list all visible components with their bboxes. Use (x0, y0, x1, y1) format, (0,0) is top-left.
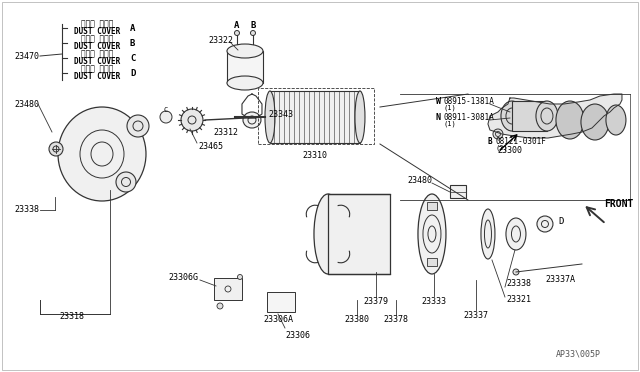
Text: 23379: 23379 (364, 298, 388, 307)
Text: 23322: 23322 (208, 35, 233, 45)
Ellipse shape (227, 44, 263, 58)
Text: 23312: 23312 (213, 128, 238, 137)
Text: ダスト カバー: ダスト カバー (81, 19, 113, 29)
Bar (450, 185, 466, 198)
Text: DUST COVER: DUST COVER (74, 42, 120, 51)
Text: A: A (234, 20, 239, 29)
Text: B: B (130, 39, 136, 48)
Ellipse shape (355, 91, 365, 143)
Text: ダスト カバー: ダスト カバー (81, 49, 113, 58)
Text: 23310: 23310 (303, 151, 328, 160)
Ellipse shape (265, 91, 275, 143)
Ellipse shape (127, 115, 149, 137)
Ellipse shape (227, 76, 263, 90)
Polygon shape (488, 94, 622, 138)
Ellipse shape (481, 209, 495, 259)
Ellipse shape (250, 31, 255, 35)
Text: 23337: 23337 (463, 311, 488, 321)
Text: DUST COVER: DUST COVER (74, 26, 120, 35)
Ellipse shape (537, 216, 553, 232)
Text: 23318: 23318 (60, 312, 84, 321)
Text: 08121-0301F: 08121-0301F (496, 137, 547, 145)
Ellipse shape (606, 105, 626, 135)
Ellipse shape (501, 101, 523, 131)
Text: 23306: 23306 (285, 331, 310, 340)
Bar (270, 91, 360, 143)
Text: 23480: 23480 (14, 99, 39, 109)
Text: W: W (436, 96, 441, 106)
Text: DUST COVER: DUST COVER (74, 71, 120, 80)
Ellipse shape (234, 31, 239, 35)
Text: AP33\005P: AP33\005P (556, 349, 600, 359)
Bar (267, 292, 295, 312)
Text: 23306A: 23306A (263, 315, 293, 324)
Text: 23300: 23300 (497, 145, 522, 154)
Bar (427, 202, 437, 210)
Text: 23306G: 23306G (168, 273, 198, 282)
Ellipse shape (181, 109, 203, 131)
Text: N: N (436, 112, 441, 122)
Text: (2): (2) (496, 145, 509, 151)
Ellipse shape (536, 101, 558, 131)
Text: 23343: 23343 (268, 109, 293, 119)
Bar (328, 194, 390, 274)
Ellipse shape (243, 112, 261, 128)
Bar (227, 51, 263, 83)
Ellipse shape (493, 129, 503, 139)
Text: 23333: 23333 (422, 298, 447, 307)
Text: D: D (558, 218, 563, 227)
Text: B: B (488, 137, 493, 145)
Text: A: A (130, 23, 136, 32)
Text: ダスト カバー: ダスト カバー (81, 64, 113, 74)
Text: B: B (250, 20, 255, 29)
Text: 23338: 23338 (506, 279, 531, 289)
Text: ダスト カバー: ダスト カバー (81, 35, 113, 44)
Text: 23470: 23470 (14, 51, 39, 61)
Ellipse shape (49, 142, 63, 156)
Text: 23338: 23338 (14, 205, 39, 215)
Text: 23378: 23378 (383, 315, 408, 324)
Ellipse shape (581, 104, 609, 140)
Text: D: D (130, 68, 136, 77)
Ellipse shape (506, 218, 526, 250)
Text: 23480: 23480 (407, 176, 432, 185)
Bar (427, 258, 437, 266)
Text: 23321: 23321 (506, 295, 531, 305)
Ellipse shape (237, 275, 243, 279)
Text: 23465: 23465 (198, 141, 223, 151)
Ellipse shape (513, 269, 519, 275)
Text: 23380: 23380 (344, 315, 369, 324)
Text: (1): (1) (444, 105, 457, 111)
Ellipse shape (314, 194, 342, 274)
Ellipse shape (217, 303, 223, 309)
Ellipse shape (160, 111, 172, 123)
Bar (258, 88, 374, 144)
Bar (512, 101, 547, 131)
Text: C: C (164, 107, 168, 113)
Ellipse shape (556, 101, 584, 139)
Text: (1): (1) (444, 121, 457, 127)
Ellipse shape (418, 194, 446, 274)
Text: 23337A: 23337A (545, 276, 575, 285)
Text: 08911-3081A: 08911-3081A (444, 112, 495, 122)
Text: C: C (130, 54, 136, 62)
Bar (214, 278, 242, 300)
Text: DUST COVER: DUST COVER (74, 57, 120, 65)
Text: 08915-1381A: 08915-1381A (444, 96, 495, 106)
Ellipse shape (116, 172, 136, 192)
Ellipse shape (58, 107, 146, 201)
Text: FRONT: FRONT (604, 199, 634, 209)
